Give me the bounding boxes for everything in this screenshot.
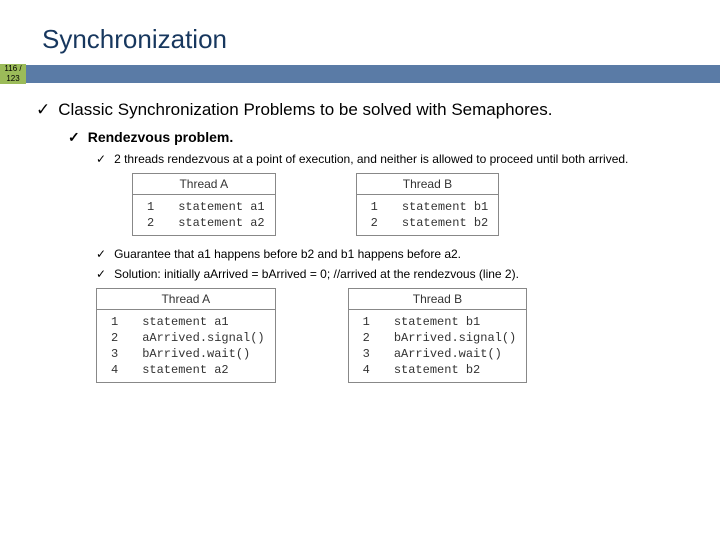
- table-row: 1statement b1: [356, 195, 499, 216]
- page-total: 123: [0, 74, 26, 84]
- content-area: ✓ Classic Synchronization Problems to be…: [0, 83, 720, 383]
- check-icon: ✓: [96, 151, 106, 167]
- table-header: Thread B: [356, 174, 499, 195]
- code-tables-solution: Thread A 1statement a1 2aArrived.signal(…: [96, 288, 684, 383]
- check-icon: ✓: [36, 99, 50, 122]
- table-row: 1statement a1: [133, 195, 276, 216]
- check-icon: ✓: [96, 246, 106, 262]
- bullet-text: Classic Synchronization Problems to be s…: [58, 99, 552, 122]
- table-row: 1statement b1: [348, 310, 527, 331]
- bullet-text: Guarantee that a1 happens before b2 and …: [114, 246, 461, 262]
- accent-bar: 116 / 123: [0, 65, 720, 83]
- bullet-text: Solution: initially aArrived = bArrived …: [114, 266, 519, 282]
- thread-b-table: Thread B 1statement b1 2bArrived.signal(…: [348, 288, 528, 383]
- page-title: Synchronization: [0, 24, 720, 65]
- bullet-level2: ✓ Rendezvous problem.: [68, 128, 684, 147]
- bullet-level3: ✓ 2 threads rendezvous at a point of exe…: [96, 151, 684, 167]
- table-header: Thread A: [97, 289, 276, 310]
- check-icon: ✓: [68, 128, 80, 147]
- page-number-badge: 116 / 123: [0, 64, 26, 84]
- table-row: 3bArrived.wait(): [97, 346, 276, 362]
- bullet-level1: ✓ Classic Synchronization Problems to be…: [36, 99, 684, 122]
- table-row: 2statement b2: [356, 215, 499, 236]
- table-header: Thread A: [133, 174, 276, 195]
- thread-a-table: Thread A 1statement a1 2statement a2: [132, 173, 276, 236]
- table-row: 2aArrived.signal(): [97, 330, 276, 346]
- thread-a-table: Thread A 1statement a1 2aArrived.signal(…: [96, 288, 276, 383]
- table-row: 3aArrived.wait(): [348, 346, 527, 362]
- page-current: 116 /: [0, 64, 26, 74]
- thread-b-table: Thread B 1statement b1 2statement b2: [356, 173, 500, 236]
- slide: Synchronization 116 / 123 ✓ Classic Sync…: [0, 0, 720, 540]
- code-tables-simple: Thread A 1statement a1 2statement a2 Thr…: [132, 173, 684, 236]
- check-icon: ✓: [96, 266, 106, 282]
- table-row: 2statement a2: [133, 215, 276, 236]
- bullet-level3: ✓ Solution: initially aArrived = bArrive…: [96, 266, 684, 282]
- table-row: 4statement b2: [348, 362, 527, 383]
- table-row: 2bArrived.signal(): [348, 330, 527, 346]
- table-row: 1statement a1: [97, 310, 276, 331]
- table-header: Thread B: [348, 289, 527, 310]
- bullet-text: Rendezvous problem.: [88, 128, 233, 147]
- bullet-text: 2 threads rendezvous at a point of execu…: [114, 151, 628, 167]
- bullet-level3: ✓ Guarantee that a1 happens before b2 an…: [96, 246, 684, 262]
- table-row: 4statement a2: [97, 362, 276, 383]
